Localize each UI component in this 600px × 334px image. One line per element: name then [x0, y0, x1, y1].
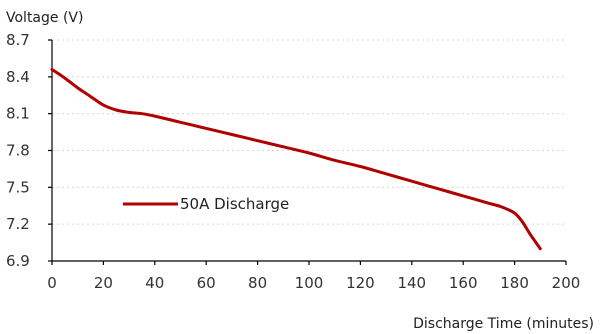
x-tick-label: 120 — [346, 274, 375, 292]
y-axis-title: Voltage (V) — [6, 10, 83, 26]
x-tick-label: 20 — [94, 274, 113, 292]
x-tick-label: 40 — [145, 274, 164, 292]
y-tick-label: 8.4 — [6, 68, 30, 86]
grid-lines — [52, 39, 566, 225]
x-tick-labels: 0 20 40 60 80 100 120 140 160 180 200 — [47, 274, 580, 292]
series-line — [50, 68, 542, 251]
x-tick-label: 180 — [500, 274, 529, 292]
series-lines — [50, 68, 542, 251]
x-tick-label: 0 — [47, 274, 57, 292]
x-tick-label: 60 — [197, 274, 216, 292]
x-tick-label: 100 — [295, 274, 324, 292]
x-tick-label: 160 — [449, 274, 478, 292]
legend: 50A Discharge — [123, 195, 289, 213]
x-axis-title: Discharge Time (minutes) — [413, 316, 594, 332]
y-tick-label: 6.9 — [6, 252, 30, 270]
y-tick-label: 7.5 — [6, 178, 30, 196]
legend-label: 50A Discharge — [180, 195, 289, 213]
x-tick-label: 200 — [552, 274, 581, 292]
axes — [48, 39, 567, 265]
y-tick-labels: 8.7 8.4 8.1 7.8 7.5 7.2 6.9 — [6, 31, 30, 270]
x-tick-label: 80 — [248, 274, 267, 292]
y-tick-label: 7.8 — [6, 142, 30, 160]
y-tick-label: 8.7 — [6, 31, 30, 49]
y-tick-label: 8.1 — [6, 105, 30, 123]
x-tick-label: 140 — [397, 274, 426, 292]
y-tick-label: 7.2 — [6, 215, 30, 233]
